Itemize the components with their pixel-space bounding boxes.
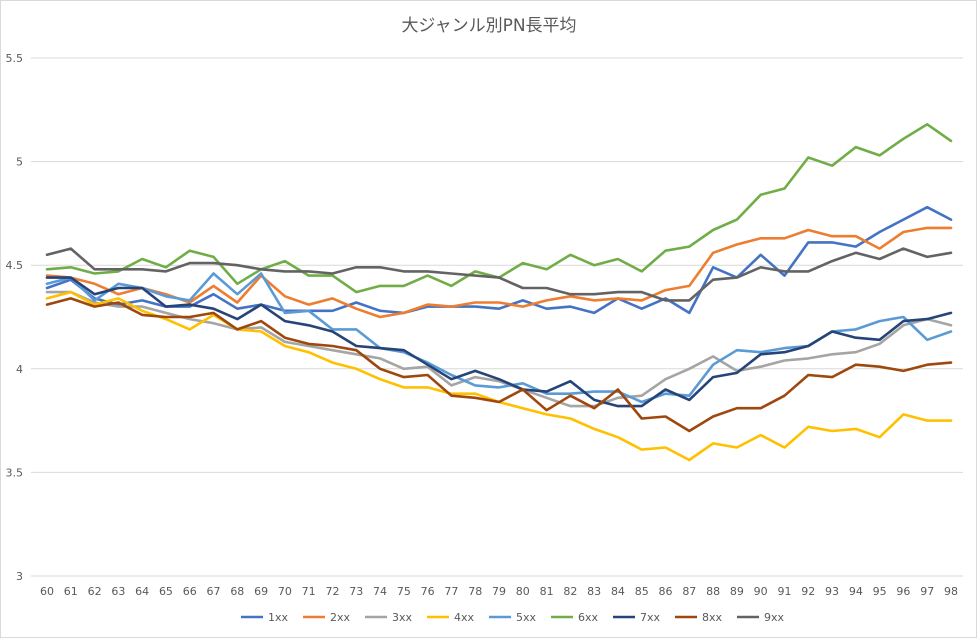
- series-line-9xx: [45, 247, 953, 302]
- legend-item-2xx: 2xx: [303, 611, 351, 624]
- x-tick-label: 65: [159, 585, 173, 598]
- legend-label: 9xx: [764, 611, 785, 624]
- x-tick-label: 63: [111, 585, 125, 598]
- series-lines: [45, 123, 953, 462]
- x-tick-label: 84: [611, 585, 625, 598]
- x-tick-label: 96: [896, 585, 910, 598]
- x-tick-label: 88: [706, 585, 720, 598]
- legend-item-6xx: 6xx: [551, 611, 599, 624]
- x-tick-label: 85: [635, 585, 649, 598]
- x-tick-label: 71: [302, 585, 316, 598]
- y-tick-label: 4.5: [6, 259, 24, 272]
- x-tick-label: 83: [587, 585, 601, 598]
- x-tick-label: 70: [278, 585, 292, 598]
- x-tick-label: 82: [563, 585, 577, 598]
- x-tick-label: 95: [873, 585, 887, 598]
- series-line-7xx: [45, 276, 953, 408]
- x-tick-label: 62: [88, 585, 102, 598]
- x-tick-label: 92: [801, 585, 815, 598]
- x-tick-label: 68: [230, 585, 244, 598]
- y-tick-label: 3: [16, 570, 23, 583]
- y-axis-ticks: 3 3.5 4 4.5 5 5.5: [6, 52, 24, 583]
- x-tick-label: 91: [777, 585, 791, 598]
- legend-label: 3xx: [392, 611, 413, 624]
- x-tick-label: 60: [40, 585, 54, 598]
- legend-label: 6xx: [578, 611, 599, 624]
- x-tick-label: 67: [207, 585, 221, 598]
- y-tick-label: 4: [16, 363, 23, 376]
- x-tick-label: 74: [373, 585, 387, 598]
- legend-item-5xx: 5xx: [489, 611, 537, 624]
- legend-label: 8xx: [702, 611, 723, 624]
- legend-item-1xx: 1xx: [241, 611, 289, 624]
- x-tick-label: 87: [682, 585, 696, 598]
- x-tick-label: 89: [730, 585, 744, 598]
- x-tick-label: 79: [492, 585, 506, 598]
- y-tick-label: 5: [16, 156, 23, 169]
- x-tick-label: 76: [421, 585, 435, 598]
- x-tick-label: 97: [920, 585, 934, 598]
- legend-item-4xx: 4xx: [427, 611, 475, 624]
- x-tick-label: 98: [944, 585, 958, 598]
- legend-label: 1xx: [268, 611, 289, 624]
- x-axis-ticks: 60 61 62 63 64 65 66 67 68 69 70 71 72 73 74 75 76 77 78 79…: [40, 585, 958, 598]
- x-tick-label: 78: [468, 585, 482, 598]
- legend: 1xx 2xx 3xx 4xx 5xx 6xx 7xx 8xx 9xx: [241, 611, 785, 624]
- series-line-5xx: [45, 272, 953, 404]
- legend-item-3xx: 3xx: [365, 611, 413, 624]
- legend-label: 4xx: [454, 611, 475, 624]
- x-tick-label: 81: [540, 585, 554, 598]
- series-line-8xx: [45, 297, 953, 433]
- legend-label: 7xx: [640, 611, 661, 624]
- legend-item-7xx: 7xx: [613, 611, 661, 624]
- series-line-2xx: [45, 226, 953, 319]
- x-tick-label: 94: [849, 585, 863, 598]
- chart-title: 大ジャンル別PN長平均: [401, 16, 576, 36]
- x-tick-label: 75: [397, 585, 411, 598]
- y-tick-label: 3.5: [6, 466, 24, 479]
- x-tick-label: 77: [444, 585, 458, 598]
- series-line-1xx: [45, 205, 953, 315]
- x-tick-label: 61: [64, 585, 78, 598]
- x-tick-label: 93: [825, 585, 839, 598]
- y-tick-label: 5.5: [6, 52, 24, 65]
- x-tick-label: 86: [659, 585, 673, 598]
- legend-item-9xx: 9xx: [737, 611, 785, 624]
- x-tick-label: 66: [183, 585, 197, 598]
- x-tick-label: 80: [516, 585, 530, 598]
- x-tick-label: 64: [135, 585, 149, 598]
- x-tick-label: 72: [325, 585, 339, 598]
- legend-label: 5xx: [516, 611, 537, 624]
- x-tick-label: 90: [754, 585, 768, 598]
- legend-label: 2xx: [330, 611, 351, 624]
- legend-item-8xx: 8xx: [675, 611, 723, 624]
- x-tick-label: 69: [254, 585, 268, 598]
- x-tick-label: 73: [349, 585, 363, 598]
- series-line-3xx: [45, 290, 953, 408]
